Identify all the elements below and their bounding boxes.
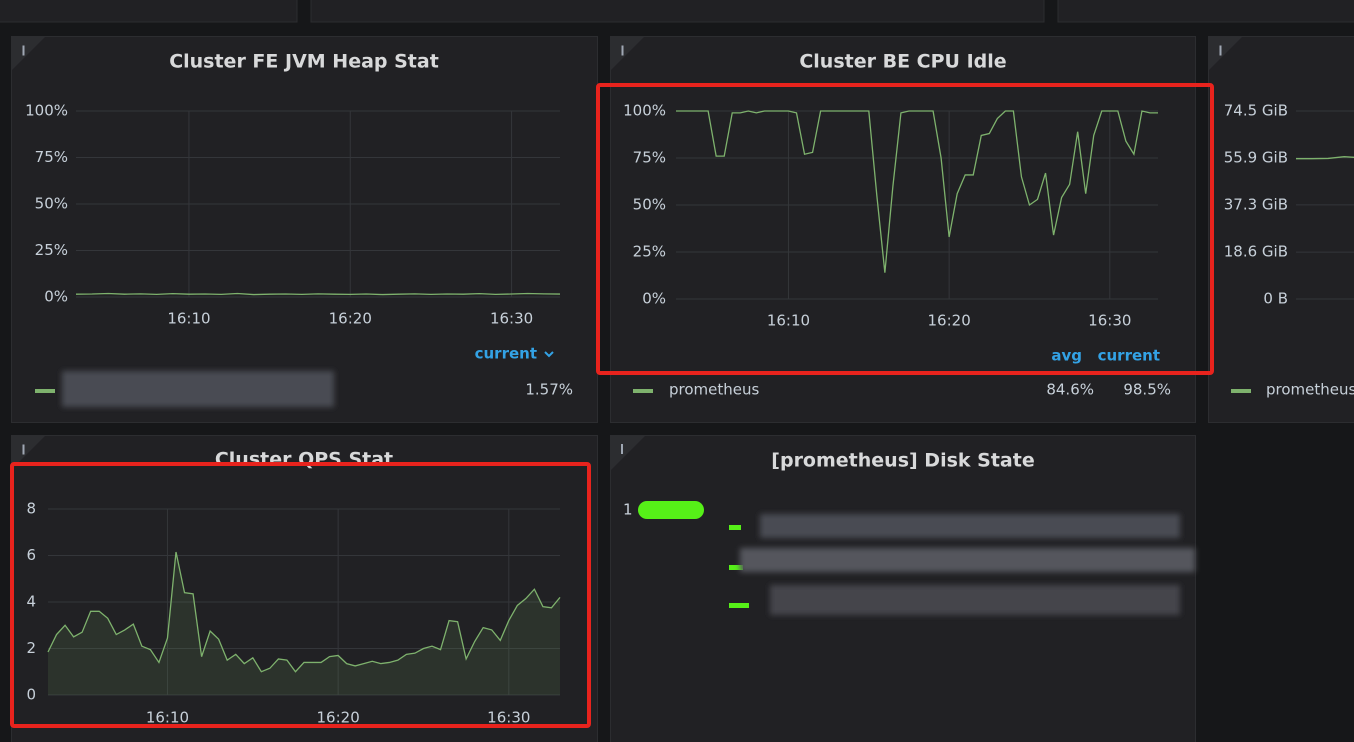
legend-swatch bbox=[35, 389, 55, 393]
info-icon bbox=[621, 45, 624, 56]
panel-title: Cluster QPS Stat bbox=[215, 449, 393, 471]
x-tick-label: 16:20 bbox=[329, 310, 372, 328]
y-tick-label: 25% bbox=[633, 243, 666, 261]
redacted bbox=[740, 514, 1195, 615]
panel: Cluster BE CPU Idle 0% 25% 50% 75% 100% 16:10 1… bbox=[610, 36, 1196, 423]
panel: Cluster FE JVM Heap Stat 0% 25% 50% 75% 100% 1… bbox=[11, 36, 598, 423]
x-tick-label: 16:30 bbox=[490, 310, 533, 328]
y-tick-label: 6 bbox=[26, 546, 36, 564]
series-line bbox=[676, 110, 1158, 273]
y-tick-label: 0 B bbox=[1263, 290, 1288, 308]
y-tick-label: 2 bbox=[26, 639, 36, 657]
panel-frame bbox=[1208, 36, 1354, 423]
info-icon bbox=[22, 45, 25, 56]
redacted bbox=[62, 371, 334, 407]
highlights bbox=[10, 83, 1214, 728]
y-tick-label: 100% bbox=[623, 102, 666, 120]
y-tick-label: 0 bbox=[26, 686, 36, 704]
info-corner bbox=[610, 36, 645, 71]
y-tick-label: 0% bbox=[44, 288, 68, 306]
disk-panel: [prometheus] Disk State 1 bbox=[610, 435, 1196, 742]
y-tick-label: 25% bbox=[35, 241, 68, 259]
panel bbox=[1057, 0, 1354, 23]
disk-value: 1 bbox=[623, 501, 633, 519]
panel-frame bbox=[11, 435, 598, 742]
y-tick-label: 50% bbox=[35, 195, 68, 213]
legend-swatch bbox=[633, 389, 653, 393]
legend-header: current bbox=[1098, 347, 1160, 365]
y-tick-label: 18.6 GiB bbox=[1224, 243, 1288, 261]
info-corner bbox=[11, 36, 46, 71]
legend-value: 98.5% bbox=[1123, 381, 1171, 399]
status-pill bbox=[638, 501, 704, 519]
y-tick-label: 4 bbox=[26, 593, 36, 611]
highlight-box bbox=[596, 83, 1214, 375]
info-corner bbox=[11, 435, 46, 470]
panel bbox=[0, 0, 298, 23]
panel: 0 B 18.6 GiB 37.3 GiB 55.9 GiB 74.5 GiB prome… bbox=[1208, 36, 1354, 423]
y-tick-label: 100% bbox=[25, 102, 68, 120]
series-line bbox=[1296, 156, 1354, 160]
x-tick-label: 16:20 bbox=[317, 709, 360, 727]
legend-name: prometheus bbox=[1266, 381, 1354, 399]
series-line bbox=[75, 292, 561, 296]
x-tick-label: 16:30 bbox=[487, 709, 530, 727]
legend-dash bbox=[729, 525, 741, 530]
info-corner bbox=[1208, 36, 1243, 71]
legend-name: prometheus bbox=[669, 381, 760, 399]
y-tick-label: 75% bbox=[633, 149, 666, 167]
legend-dash bbox=[729, 603, 749, 608]
highlight-box bbox=[10, 462, 591, 728]
y-tick-label: 37.3 GiB bbox=[1224, 195, 1288, 213]
x-tick-label: 16:10 bbox=[146, 709, 189, 727]
legend-swatch bbox=[1231, 389, 1251, 393]
y-tick-label: 55.9 GiB bbox=[1224, 148, 1288, 166]
panel-title: [prometheus] Disk State bbox=[771, 450, 1034, 472]
panel bbox=[310, 0, 1045, 23]
panel-title: Cluster FE JVM Heap Stat bbox=[169, 51, 439, 73]
legend-dash bbox=[729, 565, 743, 570]
top-panels bbox=[0, 0, 1354, 23]
charts: Cluster FE JVM Heap Stat0%25%50%75%100%1… bbox=[11, 36, 1354, 742]
legend-value: 1.57% bbox=[525, 381, 573, 399]
x-tick-label: 16:20 bbox=[928, 312, 971, 330]
panel-frame bbox=[610, 36, 1196, 423]
info-corner bbox=[611, 436, 645, 470]
legend-value: 84.6% bbox=[1046, 381, 1094, 399]
y-tick-label: 74.5 GiB bbox=[1224, 102, 1288, 120]
legend-header: avg bbox=[1051, 347, 1082, 365]
y-tick-label: 0% bbox=[642, 290, 666, 308]
y-tick-label: 50% bbox=[633, 196, 666, 214]
info-icon bbox=[22, 444, 25, 455]
series-line bbox=[47, 551, 561, 673]
sort-chevron bbox=[544, 351, 554, 358]
x-tick-label: 16:10 bbox=[167, 310, 210, 328]
panel-frame bbox=[11, 36, 598, 423]
legend-header: current bbox=[475, 345, 537, 363]
info-icon bbox=[1219, 45, 1222, 56]
info-icon bbox=[621, 444, 623, 454]
y-tick-label: 8 bbox=[26, 500, 36, 518]
x-tick-label: 16:10 bbox=[767, 312, 810, 330]
area bbox=[48, 552, 560, 695]
panel-title: Cluster BE CPU Idle bbox=[799, 51, 1006, 73]
x-tick-label: 16:30 bbox=[1088, 312, 1131, 330]
panel: Cluster QPS Stat 0 2 4 6 8 16:10 16:20 16:30 bbox=[11, 435, 598, 742]
y-tick-label: 75% bbox=[35, 148, 68, 166]
